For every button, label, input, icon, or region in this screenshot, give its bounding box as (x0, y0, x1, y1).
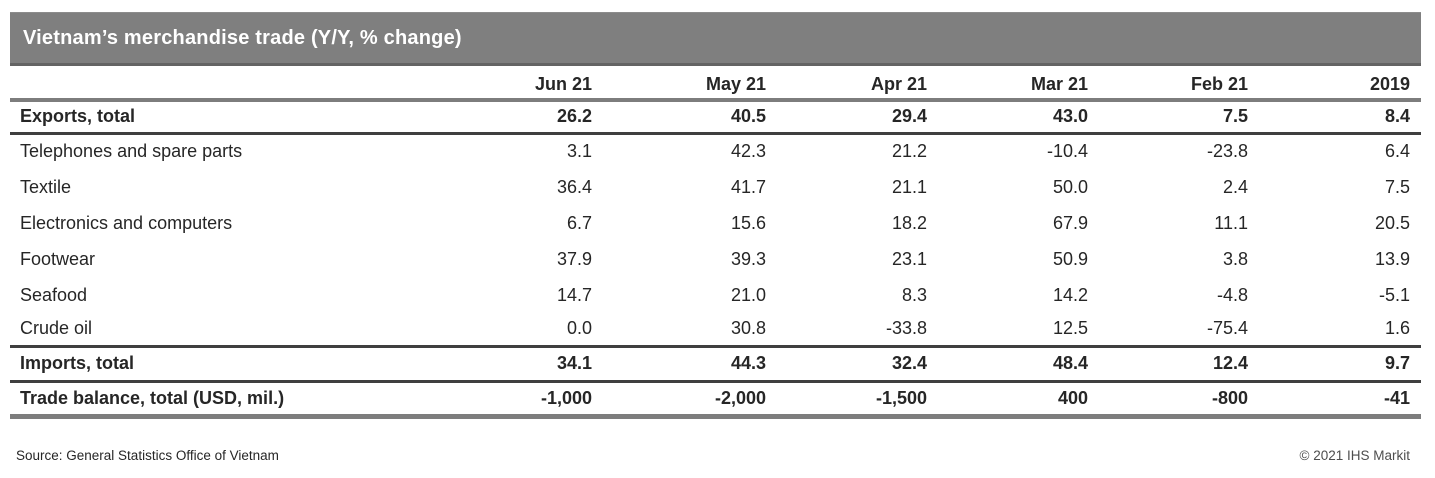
table-row: Trade balance, total (USD, mil.) -1,000 -2… (10, 381, 1421, 419)
copyright-note: © 2021 IHS Markit (1299, 448, 1411, 463)
trade-table: Jun 21 May 21 Apr 21 Mar 21 Feb 21 2019 Expor… (10, 70, 1421, 419)
cell-value: 7.5 (1088, 100, 1248, 135)
table-title: Vietnam’s merchandise trade (Y/Y, % chan… (23, 26, 462, 49)
row-label-header (10, 70, 450, 102)
cell-value: -800 (1088, 381, 1248, 419)
cell-value: 40.5 (592, 100, 766, 135)
cell-value: 44.3 (592, 346, 766, 383)
cell-value: 8.3 (901, 284, 927, 305)
cell-value: 11.1 (1214, 212, 1248, 233)
cell-value: 18.2 (891, 212, 927, 233)
row-label: Trade balance, total (USD, mil.) (10, 381, 450, 419)
cell-value: 26.2 (450, 100, 592, 135)
cell-value: 12.5 (927, 313, 1088, 348)
column-header: Apr 21 (766, 70, 927, 102)
cell-value: 7.5 (1384, 176, 1410, 197)
cell-value: 50.9 (1052, 248, 1088, 269)
table-row: Textile 36.4 41.7 21.1 50.0 2.4 7.5 (10, 169, 1421, 205)
row-label: Exports, total (10, 100, 450, 135)
cell-value: 43.0 (927, 100, 1088, 135)
table-row: Electronics and computers 6.7 15.6 18.2 67.9… (10, 205, 1421, 241)
cell-value: -5.1 (1378, 284, 1410, 305)
table-row: Exports, total 26.2 40.5 29.4 43.0 7.5 8.4 (10, 100, 1421, 135)
cell-value: 36.4 (556, 176, 592, 197)
table-body: Exports, total 26.2 40.5 29.4 43.0 7.5 8.4 Tele… (10, 100, 1421, 419)
cell-value: 13.9 (1374, 248, 1410, 269)
column-header: Mar 21 (927, 70, 1088, 102)
cell-value: 50.0 (1052, 176, 1088, 197)
cell-value: 41.7 (730, 176, 766, 197)
cell-value: 29.4 (766, 100, 927, 135)
cell-value: 30.8 (592, 313, 766, 348)
cell-value: 6.4 (1384, 141, 1410, 162)
table-row: Footwear 37.9 39.3 23.1 50.9 3.8 13.9 (10, 241, 1421, 277)
row-label: Telephones and spare parts (20, 141, 243, 162)
column-header: May 21 (592, 70, 766, 102)
column-header: Jun 21 (450, 70, 592, 102)
column-header-row: Jun 21 May 21 Apr 21 Mar 21 Feb 21 2019 (10, 70, 1421, 102)
cell-value: 21.0 (730, 284, 766, 305)
column-header: Feb 21 (1088, 70, 1248, 102)
cell-value: 42.3 (730, 141, 766, 162)
cell-value: 2.4 (1222, 176, 1248, 197)
cell-value: 67.9 (1052, 212, 1088, 233)
cell-value: 34.1 (450, 346, 592, 383)
cell-value: -1,000 (450, 381, 592, 419)
table-row: Imports, total 34.1 44.3 32.4 48.4 12.4 9.7 (10, 346, 1421, 383)
cell-value: 1.6 (1248, 313, 1421, 348)
cell-value: 6.7 (566, 212, 592, 233)
cell-value: -10.4 (1046, 141, 1088, 162)
cell-value: 14.2 (1052, 284, 1088, 305)
row-label: Textile (20, 176, 72, 197)
cell-value: 39.3 (730, 248, 766, 269)
cell-value: 14.7 (556, 284, 592, 305)
cell-value: 48.4 (927, 346, 1088, 383)
cell-value: 0.0 (450, 313, 592, 348)
table-row: Crude oil 0.0 30.8 -33.8 12.5 -75.4 1.6 (10, 313, 1421, 348)
column-header: 2019 (1248, 70, 1421, 102)
cell-value: 23.1 (891, 248, 927, 269)
row-label: Electronics and computers (20, 212, 233, 233)
cell-value: -23.8 (1206, 141, 1248, 162)
table-title-bar: Vietnam’s merchandise trade (Y/Y, % chan… (10, 12, 1421, 66)
cell-value: 21.2 (891, 141, 927, 162)
table-row: Telephones and spare parts 3.1 42.3 21.2 -10… (10, 133, 1421, 169)
cell-value: 32.4 (766, 346, 927, 383)
cell-value: -41 (1248, 381, 1421, 419)
cell-value: -75.4 (1088, 313, 1248, 348)
cell-value: 400 (927, 381, 1088, 419)
cell-value: -4.8 (1216, 284, 1248, 305)
cell-value: -33.8 (766, 313, 927, 348)
cell-value: 8.4 (1248, 100, 1421, 135)
row-label: Imports, total (10, 346, 450, 383)
cell-value: 21.1 (891, 176, 927, 197)
cell-value: 15.6 (730, 212, 766, 233)
cell-value: -2,000 (592, 381, 766, 419)
source-note: Source: General Statistics Office of Vie… (16, 448, 279, 463)
cell-value: 12.4 (1088, 346, 1248, 383)
row-label: Seafood (20, 284, 88, 305)
row-label: Crude oil (10, 313, 450, 348)
table-row: Seafood 14.7 21.0 8.3 14.2 -4.8 -5.1 (10, 277, 1421, 313)
row-label: Footwear (20, 248, 96, 269)
cell-value: 3.1 (566, 141, 592, 162)
cell-value: 9.7 (1248, 346, 1421, 383)
cell-value: 3.8 (1222, 248, 1248, 269)
cell-value: -1,500 (766, 381, 927, 419)
cell-value: 37.9 (556, 248, 592, 269)
cell-value: 20.5 (1374, 212, 1410, 233)
